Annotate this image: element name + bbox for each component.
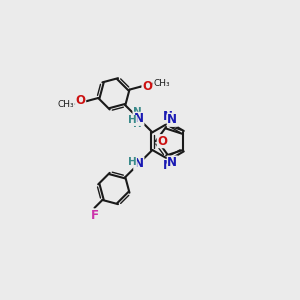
Text: N
H: N H	[133, 107, 142, 129]
Text: F: F	[91, 209, 98, 222]
Text: N: N	[134, 112, 144, 125]
Text: N: N	[163, 110, 173, 123]
Text: H: H	[128, 157, 137, 167]
Text: N: N	[134, 157, 144, 170]
Text: O: O	[142, 80, 152, 93]
Text: N: N	[167, 156, 177, 169]
Text: O: O	[157, 135, 167, 148]
Text: H: H	[128, 115, 137, 125]
Text: CH₃: CH₃	[58, 100, 74, 109]
Text: CH₃: CH₃	[153, 79, 170, 88]
Text: N: N	[167, 113, 177, 126]
Text: N: N	[163, 159, 173, 172]
Text: O: O	[76, 94, 85, 107]
